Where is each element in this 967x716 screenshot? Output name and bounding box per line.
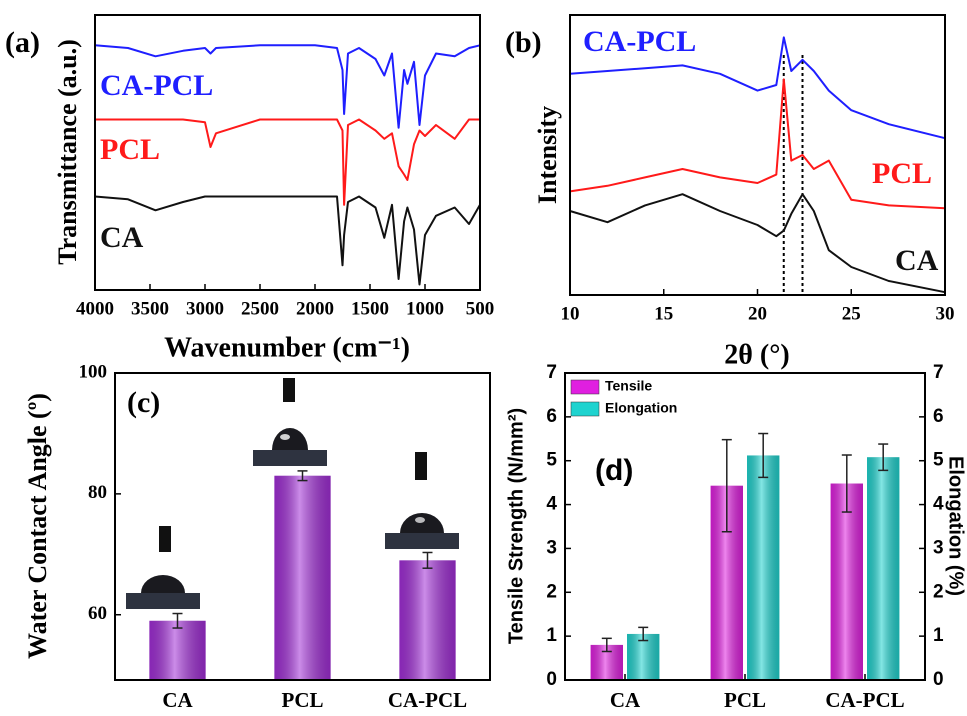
bar-shine	[274, 475, 331, 680]
x-tick-label: 4000	[76, 298, 114, 319]
series-label: PCL	[100, 133, 160, 166]
x-tick-label: CA	[162, 688, 193, 712]
y-tick-label: 7	[546, 362, 557, 383]
panel-label: (b)	[505, 26, 542, 59]
y-axis-label: Water Contact Angle (º)	[23, 393, 52, 659]
error-bar	[841, 454, 852, 513]
x-tick-label: 1500	[351, 298, 389, 319]
y2-tick-label: 5	[933, 450, 944, 471]
series-label: CA	[100, 221, 144, 254]
error-bar	[422, 551, 433, 569]
plot-frame	[94, 14, 481, 291]
panel-label: (d)	[595, 454, 633, 487]
x-tick-label: CA-PCL	[388, 688, 467, 712]
y2-tick-label: 1	[933, 625, 944, 646]
x-tick-label: 1000	[406, 298, 444, 319]
bar-shine	[627, 633, 660, 680]
panel: (d) Tensile Strength (N/mm²) Elongation (%…	[505, 362, 966, 712]
spectrum-line	[569, 78, 946, 210]
error-bar	[297, 470, 308, 482]
bar-shine	[149, 620, 206, 680]
error-bar	[878, 443, 889, 472]
spectrum-line	[95, 118, 480, 206]
x-tick-label: 2000	[296, 298, 334, 319]
y-tick-label: 0	[546, 669, 557, 690]
y2-tick-label: 7	[933, 362, 944, 383]
x-tick-label: 3500	[131, 298, 169, 319]
panel: (a) Transmittance (a.u.) Wavenumber (cm⁻¹)…	[5, 14, 495, 363]
spectrum-line	[569, 193, 946, 294]
y-tick-label: 60	[88, 603, 107, 624]
plot-frame	[114, 372, 491, 681]
plot-frame	[564, 372, 926, 681]
y-tick-label: 1	[546, 625, 557, 646]
series-label: CA	[895, 244, 939, 277]
y2-tick-label: 4	[933, 494, 944, 515]
x-tick-label: CA-PCL	[825, 688, 904, 712]
y-tick-label: 3	[546, 537, 557, 558]
error-bar	[721, 438, 732, 533]
y-tick-label: 100	[79, 361, 108, 382]
x-tick-label: 2500	[241, 298, 279, 319]
droplet-pcl	[253, 378, 327, 466]
panel: (c) Water Contact Angle (º) 60 80 100 CA PCL CA…	[23, 361, 491, 712]
y-tick-label: 5	[546, 450, 557, 471]
y-tick-label: 2	[546, 581, 557, 602]
x-tick-label: 20	[748, 303, 767, 324]
spectrum-line	[569, 36, 946, 140]
x-tick-label: 15	[654, 303, 673, 324]
panel-label: (c)	[127, 386, 160, 419]
error-bar	[601, 637, 612, 653]
spectrum-line	[94, 44, 481, 129]
y-tick-label: 80	[88, 482, 107, 503]
legend-swatch	[570, 379, 600, 395]
bar-shine	[747, 455, 780, 680]
legend-swatch	[570, 401, 600, 417]
x-tick-label: 25	[842, 303, 861, 324]
legend-label: Elongation	[605, 400, 677, 416]
bar-shine	[867, 457, 900, 680]
series-label: CA-PCL	[100, 69, 213, 102]
series-label: CA-PCL	[583, 25, 696, 58]
droplet-ca	[126, 526, 200, 609]
error-bar	[172, 612, 183, 629]
x-tick-label: PCL	[282, 688, 324, 712]
x-tick-label: 10	[561, 303, 580, 324]
series-label: PCL	[872, 157, 932, 190]
panel: (b) Intensity 2θ (°) 10 15 20 25 30 CA-PCL PCL CA	[505, 14, 955, 370]
bar-shine	[830, 483, 863, 680]
legend-label: Tensile	[605, 378, 652, 394]
y2-tick-label: 3	[933, 537, 944, 558]
x-tick-label: PCL	[724, 688, 766, 712]
y2-tick-label: 6	[933, 406, 944, 427]
y-axis-label: Intensity	[533, 106, 562, 204]
bar-shine	[399, 560, 456, 680]
y2-tick-label: 0	[933, 669, 944, 690]
y2-axis-label: Elongation (%)	[945, 456, 967, 596]
plot-frame	[569, 14, 946, 296]
x-tick-label: 30	[936, 303, 955, 324]
x-tick-label: 3000	[186, 298, 224, 319]
error-bar	[638, 626, 649, 642]
y-tick-label: 6	[546, 406, 557, 427]
error-bar	[758, 432, 769, 479]
droplets	[126, 378, 459, 609]
panel-label: (a)	[5, 26, 40, 59]
y-tick-label: 4	[546, 494, 557, 515]
x-axis-label: Wavenumber (cm⁻¹)	[164, 332, 410, 363]
y-axis-label: Tensile Strength (N/mm²)	[505, 408, 527, 644]
y2-tick-label: 2	[933, 581, 944, 602]
x-axis-label: 2θ (°)	[724, 339, 789, 370]
x-tick-label: CA	[610, 688, 641, 712]
spectrum-line	[94, 195, 481, 286]
droplet-ca-pcl	[385, 452, 459, 549]
x-tick-label: 500	[466, 298, 495, 319]
y-axis-label: Transmittance (a.u.)	[53, 39, 82, 265]
